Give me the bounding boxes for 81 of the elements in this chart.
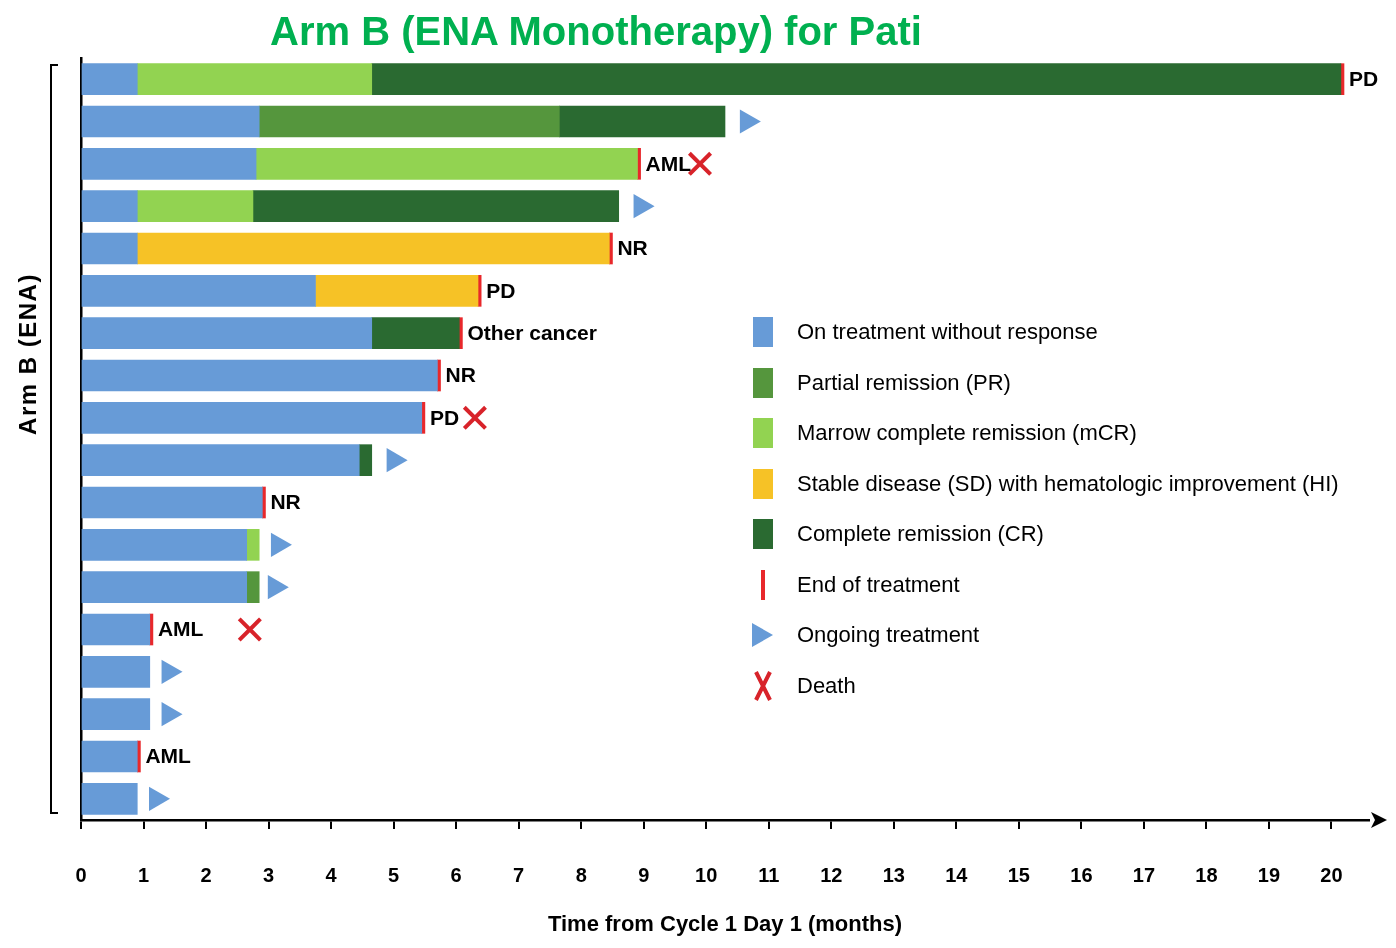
y-axis-title: Arm B (ENA) xyxy=(14,273,42,435)
bar xyxy=(81,656,151,688)
x-tick-label: 8 xyxy=(575,863,587,886)
bar xyxy=(81,148,257,180)
bar xyxy=(81,571,248,603)
bar xyxy=(81,402,423,434)
x-tick-label: 13 xyxy=(882,863,905,886)
bar xyxy=(371,317,460,349)
x-tick-label: 14 xyxy=(945,863,969,886)
legend-label: Death xyxy=(797,672,856,699)
x-tick-label: 11 xyxy=(758,863,780,886)
legend-label: Marrow complete remission (mCR) xyxy=(797,420,1137,447)
x-tick-label: 9 xyxy=(638,863,650,886)
x-tick-label: 10 xyxy=(695,863,718,886)
point xyxy=(633,194,655,219)
legend-label: Partial remission (PR) xyxy=(797,369,1011,396)
bar xyxy=(81,105,260,138)
bar xyxy=(81,740,138,773)
bar xyxy=(246,529,260,561)
bar xyxy=(136,232,610,265)
x-tick-label: 3 xyxy=(263,863,275,886)
point xyxy=(161,659,183,684)
bar xyxy=(81,529,248,561)
x-tick-label: 19 xyxy=(1257,863,1281,886)
x-axis-title: Time from Cycle 1 Day 1 (months) xyxy=(547,910,903,936)
point xyxy=(161,702,183,727)
bar xyxy=(258,105,560,138)
data-label: PD xyxy=(429,405,460,429)
bar xyxy=(81,63,138,95)
bar xyxy=(558,105,726,138)
legend-label: End of treatment xyxy=(797,571,960,598)
bar xyxy=(81,317,373,349)
point xyxy=(386,448,408,473)
bar xyxy=(81,783,138,815)
x-tick-label: 0 xyxy=(75,863,87,886)
x-tick-label: 12 xyxy=(820,863,843,886)
x-tick-label: 4 xyxy=(325,863,338,886)
point xyxy=(739,109,761,134)
data-label: NR xyxy=(617,236,648,260)
legend-label: Ongoing treatment xyxy=(797,622,980,649)
x-tick-label: 20 xyxy=(1320,863,1343,886)
bar xyxy=(252,190,620,222)
bar xyxy=(81,232,138,265)
point xyxy=(270,532,292,557)
bar xyxy=(81,613,151,646)
bar xyxy=(358,444,373,476)
bar xyxy=(81,275,316,307)
data-label: AML xyxy=(157,617,204,641)
data-label: NR xyxy=(270,490,301,514)
x-tick-label: 17 xyxy=(1132,863,1156,886)
bar xyxy=(255,148,638,180)
data-label: Other cancer xyxy=(467,320,597,344)
x-tick-label: 15 xyxy=(1007,863,1030,886)
x-tick-label: 1 xyxy=(137,863,150,886)
bar xyxy=(81,486,263,519)
point xyxy=(267,575,289,600)
legend-label: Stable disease (SD) with hematologic improvement (HI) xyxy=(797,470,1339,497)
bar xyxy=(136,63,373,95)
x-tick-label: 18 xyxy=(1195,863,1218,886)
bar xyxy=(315,275,479,307)
bar xyxy=(81,190,138,222)
bar xyxy=(246,571,260,603)
data-label: NR xyxy=(445,363,476,387)
bar xyxy=(136,190,254,222)
x-tick-label: 2 xyxy=(200,863,212,886)
legend-label: Complete remission (CR) xyxy=(797,521,1044,548)
data-label: AML xyxy=(645,151,692,175)
bar xyxy=(81,444,360,476)
x-tick-label: 5 xyxy=(388,863,400,886)
bar xyxy=(371,63,1342,95)
x-tick-label: 6 xyxy=(450,863,462,886)
x-tick-label: 16 xyxy=(1070,863,1093,886)
chart-title: Arm B (ENA Monotherapy) for Pati xyxy=(270,8,922,54)
bar xyxy=(81,698,151,730)
point xyxy=(149,786,171,811)
data-label: PD xyxy=(1348,66,1379,90)
data-label: AML xyxy=(145,744,192,768)
bar xyxy=(81,359,438,392)
x-tick-label: 7 xyxy=(513,863,525,886)
data-label: PD xyxy=(486,278,516,302)
legend-label: On treatment without response xyxy=(797,319,1098,346)
